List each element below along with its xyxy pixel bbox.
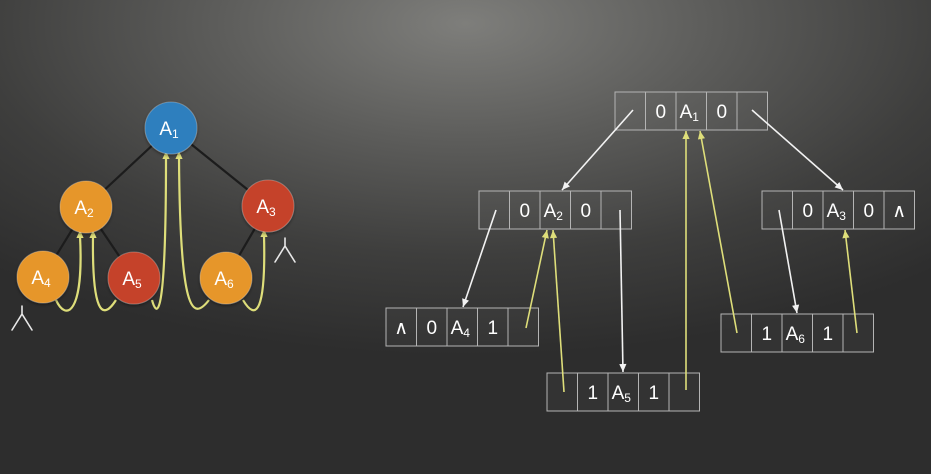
tree-node-a4: A4 (16, 250, 70, 304)
thread-A5-A2 (91, 235, 117, 312)
structure-thread-N6-N3-arrowhead (842, 230, 850, 239)
structure-node-n4: ∧ 0 A4 1 (385, 307, 539, 347)
tree-nodes: A1 A2 A3 A4 A5 A6 (16, 101, 295, 305)
pointer-N1-N3 (751, 109, 844, 191)
thread-A4-A2 (54, 235, 82, 312)
structure-cell-text: A4 (451, 318, 471, 340)
tree-node-label: A6 (214, 269, 234, 291)
structure-thread-N6-N1-arrowhead (697, 131, 705, 140)
thread-A5-A1 (150, 156, 168, 310)
thread-arrowhead (76, 230, 84, 238)
tree-node-label: A1 (159, 119, 179, 141)
structure-thread-N4-N2-arrowhead (541, 230, 549, 239)
tree-null-marks (11, 237, 296, 331)
structure-cell-text: A5 (612, 383, 632, 405)
pointer-N1-N3-arrowhead (834, 182, 843, 190)
pointer-N3-N6 (778, 209, 798, 314)
tree-node-label: A4 (31, 268, 51, 290)
thread-arrowhead (89, 230, 97, 238)
tree-node-a1: A1 (144, 101, 198, 155)
null-pointer-symbol: ∧ (394, 318, 408, 339)
structure-thread-N4-N2 (525, 229, 548, 329)
tree-node-a3: A3 (241, 179, 295, 233)
structure-thread-N6-N1 (699, 130, 738, 334)
tree-node-label: A3 (256, 197, 276, 219)
pointer-N2-N4 (462, 209, 497, 308)
structure-cell-text: 1 (648, 383, 659, 404)
thread-arrowhead (260, 229, 268, 237)
structure-cell (478, 190, 510, 230)
structure-thread-N5-N2-arrowhead (549, 230, 558, 239)
tree-node-circle (241, 179, 295, 233)
tree-node-label: A2 (74, 198, 94, 220)
structure-cell-text: A2 (544, 201, 564, 223)
tree-node-circle (59, 180, 113, 234)
linked-structure-nodes: 0 A1 0 0 A2 0 0 A3 0 ∧ ∧ 0 A4 1 1 A5 1 1 A6 1 (385, 91, 915, 412)
structure-cell-text: A1 (680, 102, 700, 124)
tree-node-circle (199, 251, 253, 305)
linked-structure-links (462, 109, 858, 393)
structure-cell-text: 1 (587, 383, 598, 404)
structure-node-n1: 0 A1 0 (614, 91, 768, 131)
structure-cell-text: 0 (580, 201, 591, 222)
pointer-N2-N5-arrowhead (619, 363, 627, 372)
structure-cell (842, 313, 874, 353)
structure-cell (761, 190, 793, 230)
tree-node-a5: A5 (107, 251, 161, 305)
structure-node-n5: 1 A5 1 (546, 372, 700, 412)
null-thread-icon (11, 305, 33, 331)
structure-cell-text: 1 (761, 324, 772, 345)
tree-node-circle (16, 250, 70, 304)
pointer-N3-N6-arrowhead (792, 304, 800, 313)
structure-cell-text: A3 (827, 201, 847, 223)
structure-thread-N5-N1-arrowhead (682, 131, 690, 139)
structure-node-n2: 0 A2 0 (478, 190, 632, 230)
structure-cell-text: 1 (487, 318, 498, 339)
tree-node-circle (107, 251, 161, 305)
tree-node-a2: A2 (59, 180, 113, 234)
thread-arrowhead (175, 151, 183, 159)
pointer-N1-N2 (561, 109, 634, 191)
structure-cell (668, 372, 700, 412)
pointer-N2-N4-arrowhead (462, 298, 469, 307)
structure-cell-text: 0 (863, 201, 874, 222)
structure-thread-N6-N3 (844, 229, 858, 334)
structure-cell-text: 0 (716, 102, 727, 123)
structure-node-n3: 0 A3 0 ∧ (761, 190, 915, 230)
tree-node-label: A5 (122, 269, 142, 291)
structure-cell (546, 372, 578, 412)
tree-node-a6: A6 (199, 251, 253, 305)
thread-A6-A1 (177, 156, 210, 310)
tree-threads (54, 151, 268, 312)
thread-arrowhead (162, 151, 170, 159)
pointer-N1-N2-arrowhead (562, 181, 571, 190)
structure-cell (883, 190, 915, 230)
structure-cell-text: A6 (786, 324, 806, 346)
structure-cell-text: 1 (822, 324, 833, 345)
structure-cell-text: 0 (426, 318, 437, 339)
structure-cell (736, 91, 768, 131)
thread-A6-A3 (242, 234, 266, 312)
structure-thread-N5-N2 (552, 229, 565, 393)
structure-cell-text: 0 (802, 201, 813, 222)
null-thread-icon (274, 237, 296, 263)
pointer-N2-N5 (619, 209, 624, 373)
structure-cell (600, 190, 632, 230)
structure-cell-text: 0 (519, 201, 530, 222)
tree-node-circle (144, 101, 198, 155)
structure-cell (507, 307, 539, 347)
structure-node-n6: 1 A6 1 (720, 313, 874, 353)
null-pointer-symbol: ∧ (892, 201, 906, 222)
structure-cell-text: 0 (655, 102, 666, 123)
